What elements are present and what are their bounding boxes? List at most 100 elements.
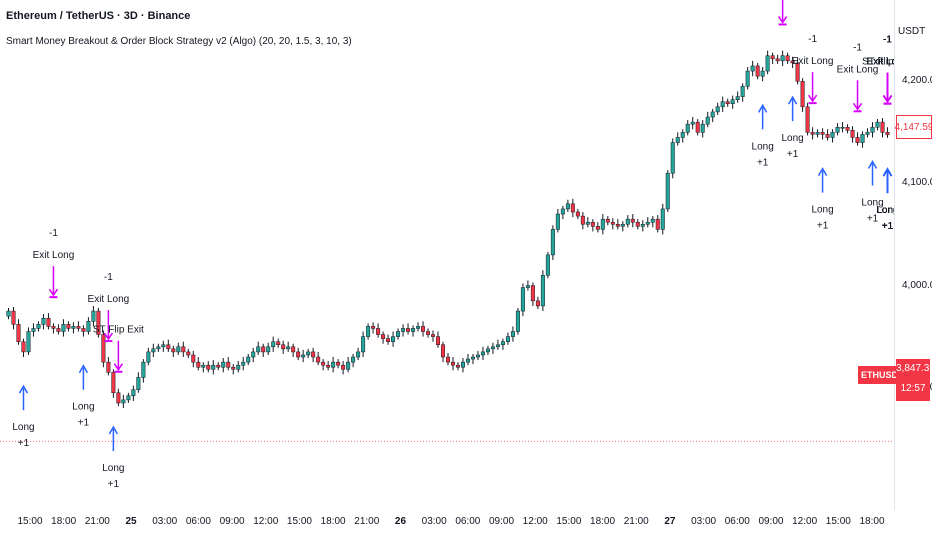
time-tick-label: 21:00: [354, 516, 380, 527]
time-tick-label: 12:00: [792, 516, 818, 527]
long-signal-label: Long: [876, 205, 894, 216]
candle-down: [206, 364, 211, 370]
candle-up: [500, 341, 505, 346]
indicator-label[interactable]: Smart Money Breakout & Order Block Strat…: [6, 36, 352, 47]
candle-up: [585, 221, 590, 225]
candle-down: [386, 338, 391, 342]
candle-down: [535, 300, 540, 307]
candle-down: [635, 221, 640, 227]
long-signal-label: Long: [876, 205, 894, 216]
time-tick-label: 09:00: [758, 516, 784, 527]
exit-signal-qty: -1: [883, 35, 892, 46]
long-signal-qty: +1: [817, 221, 829, 232]
chart-area[interactable]: Long +1 Exit Long -1 Long +1 Exit Long -1 ST Fli…: [0, 0, 913, 510]
candle-up: [31, 328, 36, 332]
candle-up: [870, 126, 875, 133]
time-tick-label: 06:00: [455, 516, 481, 527]
candle-up: [835, 126, 840, 133]
time-axis[interactable]: 15:00 18:00 21:00 25 03:00 06:00 09:00 12:00 15:…: [0, 510, 894, 550]
exit-signal-label: Exit Long: [867, 57, 894, 68]
candle-down: [800, 81, 805, 108]
candle-up: [750, 65, 755, 72]
candle-up: [211, 364, 216, 370]
candle-down: [880, 121, 885, 133]
candle-up: [26, 331, 31, 353]
candle-up: [865, 132, 870, 135]
candle-up: [146, 351, 151, 363]
long-signal-qty: +1: [882, 221, 894, 232]
candle-up: [6, 310, 11, 317]
candle-up: [266, 346, 271, 353]
long-signal-label: Long: [102, 463, 124, 474]
exit-signal-qty: -1: [883, 35, 892, 46]
long-signal-label: Long: [12, 422, 34, 433]
time-tick-label: 18:00: [859, 516, 885, 527]
candle-down: [116, 392, 121, 404]
candle-up: [680, 132, 685, 138]
candle-up: [366, 326, 371, 337]
long-signal-qty: +1: [78, 418, 90, 429]
exit-signal-qty: -1: [808, 34, 817, 45]
candle-up: [356, 351, 361, 358]
candle-down: [321, 361, 326, 366]
time-tick-label: 25: [125, 516, 137, 527]
exit-arrow-icon: [807, 72, 818, 105]
candle-up: [236, 364, 241, 370]
candle-up: [735, 96, 740, 100]
candle-up: [555, 213, 560, 230]
long-arrow-icon: [867, 159, 878, 186]
candle-up: [565, 203, 570, 210]
candle-down: [96, 310, 101, 335]
candle-down: [441, 344, 446, 358]
long-arrow-icon: [108, 425, 119, 452]
candle-down: [81, 328, 86, 332]
candle-up: [620, 224, 625, 227]
long-signal-label: Long: [876, 205, 894, 216]
time-tick-label: 09:00: [489, 516, 515, 527]
candle-down: [311, 351, 316, 358]
exit-signal-label: ST Flip Exit: [93, 325, 144, 336]
exit-signal-qty: -1: [883, 35, 892, 46]
exit-arrow-icon: [882, 72, 893, 105]
time-tick-label: 12:00: [253, 516, 279, 527]
candle-up: [475, 354, 480, 358]
exit-signal-label: Exit Long: [867, 57, 894, 68]
candle-down: [296, 351, 301, 358]
candle-down: [326, 364, 331, 368]
candle-up: [740, 86, 745, 97]
long-signal-label: Long: [72, 402, 94, 413]
candle-down: [341, 364, 346, 370]
candle-down: [695, 121, 700, 133]
candle-up: [161, 344, 166, 348]
candle-down: [825, 134, 830, 138]
candle-up: [860, 134, 865, 143]
candle-up: [485, 348, 490, 353]
candle-up: [505, 336, 510, 342]
candle-up: [156, 346, 161, 350]
candle-down: [186, 351, 191, 356]
long-arrow-icon: [757, 103, 768, 130]
candle-up: [730, 99, 735, 104]
candle-down: [56, 328, 61, 332]
time-tick-label: 12:00: [522, 516, 548, 527]
candle-up: [840, 126, 845, 129]
candle-up: [720, 101, 725, 108]
candle-up: [560, 208, 565, 215]
price-tick-label: 4,200.00: [902, 75, 932, 87]
candle-up: [875, 121, 880, 128]
long-signal-label: Long: [876, 205, 894, 216]
candle-up: [176, 346, 181, 353]
exit-arrow-icon: [113, 340, 123, 373]
candle-up: [690, 121, 695, 125]
candle-down: [101, 334, 106, 363]
candle-up: [545, 254, 550, 276]
candle-down: [46, 317, 51, 327]
candle-down: [845, 126, 850, 131]
candle-up: [510, 331, 515, 337]
candle-down: [595, 226, 600, 230]
price-scale[interactable]: [894, 0, 932, 510]
long-signal-qty: +1: [882, 221, 894, 232]
candle-up: [515, 310, 520, 332]
candle-down: [371, 326, 376, 329]
